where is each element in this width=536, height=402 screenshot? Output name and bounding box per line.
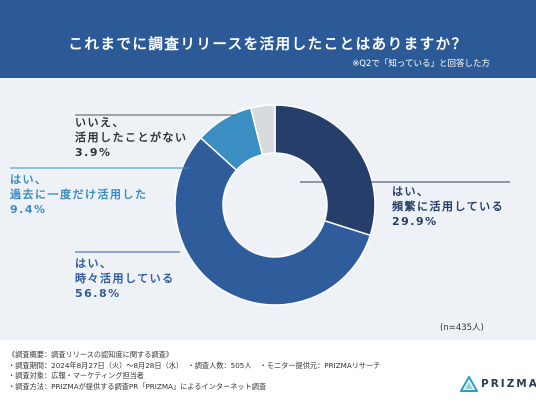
slice-sometimes [174,136,372,306]
overview-heading: 《調査概要：調査リリースの認知度に関する調査》 [8,350,173,359]
slice-label-never: いいえ、 活用したことがない 3.9% [75,116,188,159]
slice-label-once: はい、 過去に一度だけ活用した 9.4% [10,173,148,216]
survey-target: ・調査対象：広報・マーケティング担当者 [8,371,144,380]
respondent-note: ※Q2で「知っている」と回答した方 [352,59,490,69]
prism-triangle-icon [460,376,478,392]
slice-label-frequent: はい、 頻繁に活用している 29.9% [392,185,505,228]
logo-text: PRIZMA [481,378,536,390]
survey-method: ・調査方法：PRIZMAが提供する調査PR「PRIZMA」によるインターネット調… [8,381,267,391]
slice-frequent [274,104,376,237]
header-banner: これまでに調査リリースを活用したことはありますか？ ※Q2で「知っている」と回答… [0,0,536,78]
survey-overview: 《調査概要：調査リリースの認知度に関する調査》 ・調査期間：2024年8月27日… [8,350,381,392]
chart-title: これまでに調査リリースを活用したことはありますか？ [68,37,468,53]
survey-respondents: ・調査人数：505人 [187,360,252,370]
survey-period: ・調査期間：2024年8月27日（火）〜8月28日（水） [8,360,180,370]
survey-monitor: ・モニター提供元：PRIZMAリサーチ [259,360,381,370]
sample-size: (n=435人) [440,323,484,333]
slice-never [249,104,276,156]
prizma-logo: PRIZMA [460,376,536,392]
slice-label-sometimes: はい、 時々活用している 56.8% [75,257,175,300]
